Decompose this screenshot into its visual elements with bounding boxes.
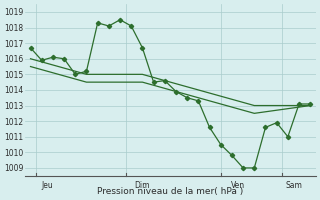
Text: Dim: Dim — [135, 181, 150, 190]
Text: Ven: Ven — [230, 181, 244, 190]
Text: Jeu: Jeu — [41, 181, 53, 190]
X-axis label: Pression niveau de la mer( hPa ): Pression niveau de la mer( hPa ) — [97, 187, 244, 196]
Text: Sam: Sam — [285, 181, 302, 190]
